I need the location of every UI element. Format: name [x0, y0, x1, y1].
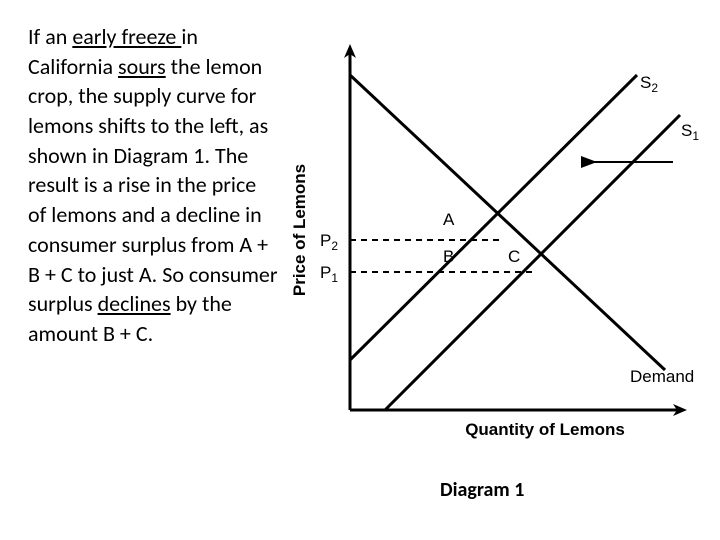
svg-text:P2: P2 — [320, 231, 338, 253]
svg-text:S2: S2 — [640, 73, 658, 95]
svg-text:S1: S1 — [681, 121, 699, 143]
svg-text:Demand: Demand — [630, 367, 694, 386]
text-seg: the lemon crop, the supply curve for lem… — [28, 53, 278, 318]
svg-text:Price of Lemons: Price of Lemons — [290, 164, 309, 296]
svg-text:Quantity of Lemons: Quantity of Lemons — [465, 420, 625, 439]
supply-demand-chart: Price of Lemons Quantity of Lemons Demand S… — [285, 30, 705, 460]
text-seg: If an — [28, 23, 72, 50]
explanation-text: If an early freeze in California sours t… — [28, 22, 278, 349]
svg-text:C: C — [508, 247, 520, 266]
text-underline-freeze: early freeze — [72, 23, 181, 50]
text-underline-declines: declines — [98, 290, 171, 317]
svg-text:P1: P1 — [320, 263, 338, 285]
svg-text:B: B — [443, 247, 454, 266]
chart-caption: Diagram 1 — [440, 478, 524, 502]
text-underline-sours: sours — [118, 53, 166, 80]
svg-text:A: A — [443, 210, 455, 229]
